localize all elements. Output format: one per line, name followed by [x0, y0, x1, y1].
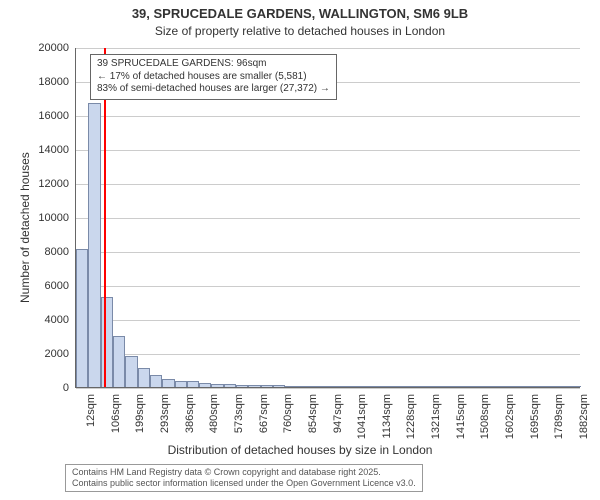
- gridline: [76, 150, 580, 151]
- x-tick-label: 480sqm: [208, 394, 220, 494]
- annotation-line: 39 SPRUCEDALE GARDENS: 96sqm: [97, 58, 330, 71]
- histogram-bar: [150, 375, 162, 387]
- histogram-bar: [544, 386, 556, 387]
- histogram-bar: [224, 384, 236, 387]
- histogram-bar: [372, 386, 384, 387]
- histogram-bar: [187, 381, 199, 387]
- histogram-bar: [359, 386, 371, 387]
- chart-container: { "chart": { "type": "histogram", "title…: [0, 0, 600, 500]
- histogram-bar: [273, 385, 285, 387]
- y-tick-label: 18000: [14, 76, 69, 88]
- x-tick-label: 1882sqm: [578, 394, 590, 494]
- histogram-bar: [384, 386, 396, 387]
- gridline: [76, 48, 580, 49]
- y-tick-label: 8000: [14, 246, 69, 258]
- x-tick-label: 386sqm: [184, 394, 196, 494]
- histogram-bar: [310, 386, 322, 387]
- y-tick-label: 4000: [14, 314, 69, 326]
- x-tick-label: 1041sqm: [356, 394, 368, 494]
- x-tick-label: 199sqm: [134, 394, 146, 494]
- gridline: [76, 286, 580, 287]
- chart-title: 39, SPRUCEDALE GARDENS, WALLINGTON, SM6 …: [0, 6, 600, 21]
- x-tick-label: 1695sqm: [529, 394, 541, 494]
- histogram-bar: [285, 386, 297, 387]
- x-tick-label: 1134sqm: [381, 394, 393, 494]
- histogram-bar: [162, 379, 174, 388]
- histogram-bar: [347, 386, 359, 387]
- histogram-bar: [236, 385, 248, 387]
- y-tick-label: 20000: [14, 42, 69, 54]
- x-tick-label: 947sqm: [332, 394, 344, 494]
- histogram-bar: [482, 386, 494, 387]
- histogram-bar: [76, 249, 88, 387]
- x-tick-label: 12sqm: [85, 394, 97, 494]
- histogram-bar: [113, 336, 125, 387]
- annotation-line: ← 17% of detached houses are smaller (5,…: [97, 71, 330, 84]
- histogram-bar: [138, 368, 150, 387]
- gridline: [76, 116, 580, 117]
- histogram-bar: [532, 386, 544, 387]
- y-tick-label: 16000: [14, 110, 69, 122]
- histogram-bar: [556, 386, 568, 387]
- gridline: [76, 218, 580, 219]
- annotation-box: 39 SPRUCEDALE GARDENS: 96sqm← 17% of det…: [90, 54, 337, 100]
- histogram-bar: [446, 386, 458, 387]
- x-tick-label: 1789sqm: [553, 394, 565, 494]
- histogram-bar: [298, 386, 310, 387]
- histogram-bar: [470, 386, 482, 387]
- histogram-bar: [101, 297, 113, 387]
- gridline: [76, 184, 580, 185]
- histogram-bar: [335, 386, 347, 387]
- annotation-line: 83% of semi-detached houses are larger (…: [97, 83, 330, 96]
- histogram-bar: [458, 386, 470, 387]
- histogram-bar: [88, 103, 100, 387]
- histogram-bar: [261, 385, 273, 387]
- y-tick-label: 10000: [14, 212, 69, 224]
- x-tick-label: 1602sqm: [504, 394, 516, 494]
- y-tick-label: 12000: [14, 178, 69, 190]
- histogram-bar: [396, 386, 408, 387]
- x-tick-label: 1228sqm: [405, 394, 417, 494]
- x-tick-label: 760sqm: [282, 394, 294, 494]
- chart-subtitle: Size of property relative to detached ho…: [0, 24, 600, 38]
- x-tick-label: 1321sqm: [430, 394, 442, 494]
- histogram-bar: [569, 386, 581, 387]
- gridline: [76, 252, 580, 253]
- y-tick-label: 0: [14, 382, 69, 394]
- histogram-bar: [409, 386, 421, 387]
- x-tick-label: 667sqm: [258, 394, 270, 494]
- x-tick-label: 573sqm: [233, 394, 245, 494]
- gridline: [76, 388, 580, 389]
- y-tick-label: 14000: [14, 144, 69, 156]
- histogram-bar: [322, 386, 334, 387]
- x-tick-label: 854sqm: [307, 394, 319, 494]
- histogram-bar: [125, 356, 137, 387]
- histogram-bar: [248, 385, 260, 387]
- gridline: [76, 320, 580, 321]
- histogram-bar: [495, 386, 507, 387]
- x-tick-label: 1508sqm: [479, 394, 491, 494]
- histogram-bar: [519, 386, 531, 387]
- x-tick-label: 1415sqm: [455, 394, 467, 494]
- histogram-bar: [421, 386, 433, 387]
- histogram-bar: [433, 386, 445, 387]
- histogram-bar: [199, 383, 211, 387]
- y-tick-label: 6000: [14, 280, 69, 292]
- histogram-bar: [211, 384, 223, 387]
- x-tick-label: 293sqm: [159, 394, 171, 494]
- histogram-bar: [507, 386, 519, 387]
- histogram-bar: [175, 381, 187, 387]
- x-tick-label: 106sqm: [110, 394, 122, 494]
- y-tick-label: 2000: [14, 348, 69, 360]
- gridline: [76, 354, 580, 355]
